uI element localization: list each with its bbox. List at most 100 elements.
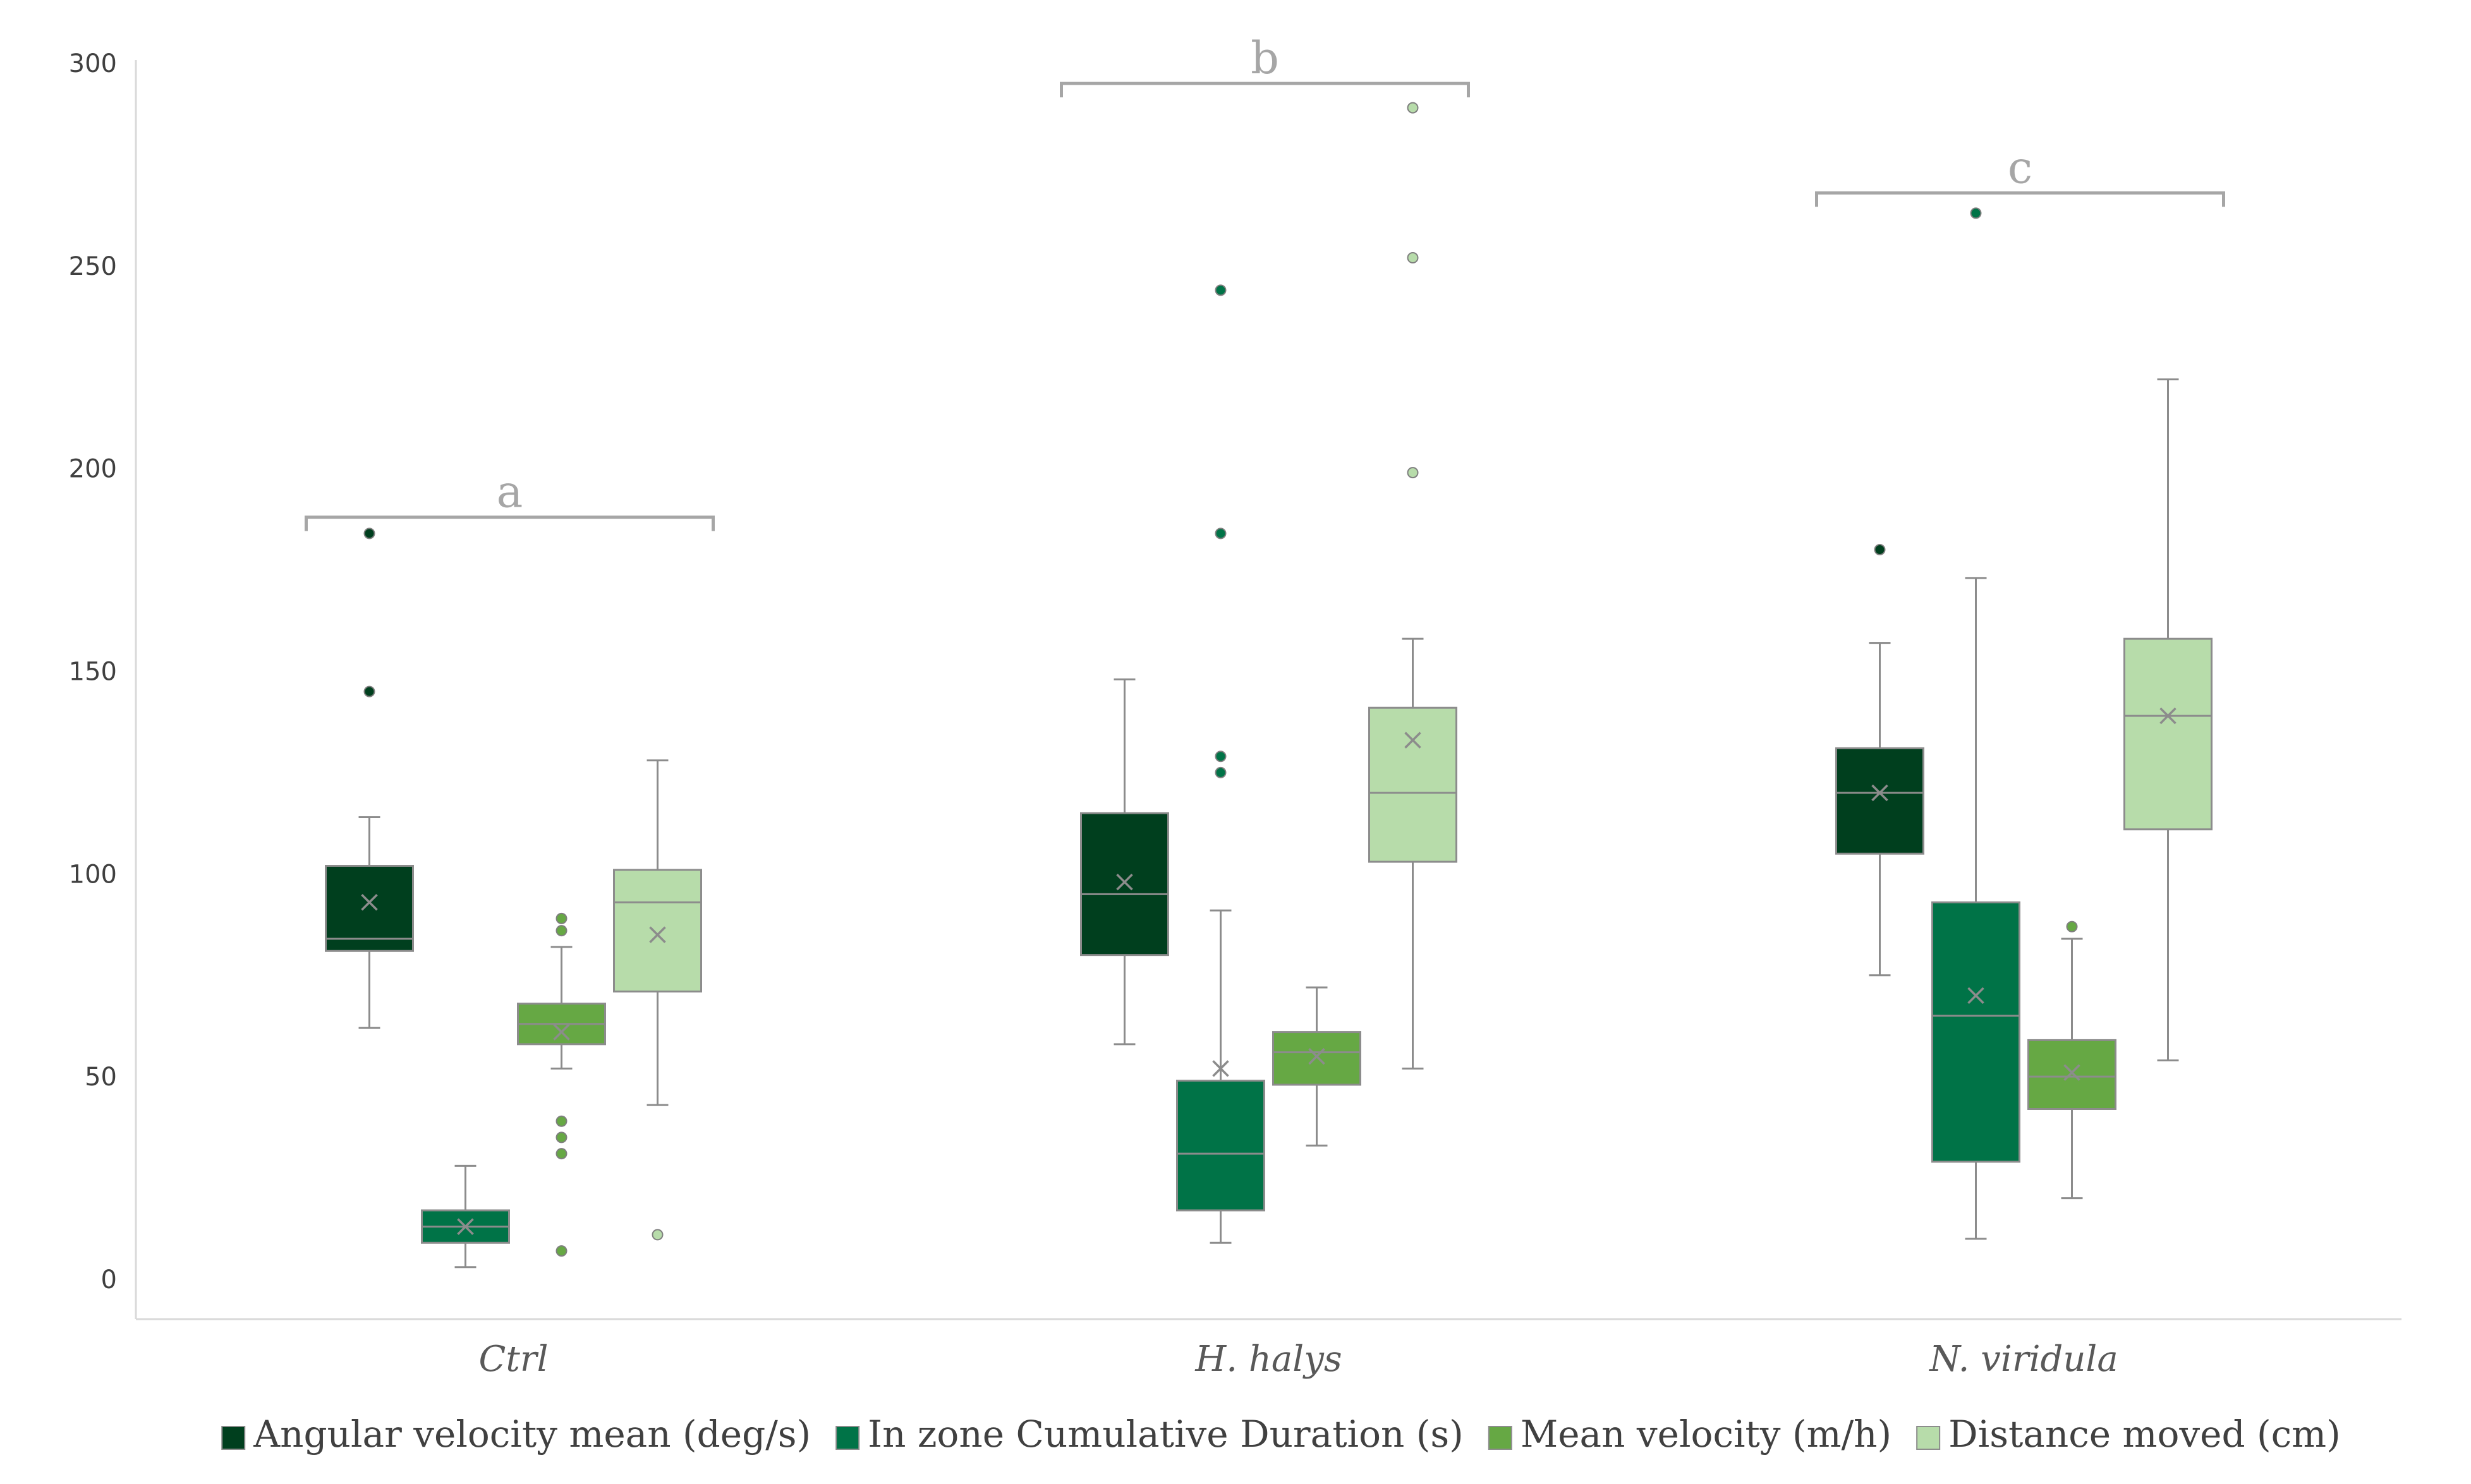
iqr-box xyxy=(613,869,702,992)
outlier-point xyxy=(1407,252,1419,263)
box-mean-velocity-m-h-n-viridula xyxy=(2027,920,2116,1200)
significance-brackets: a b c xyxy=(305,32,2225,531)
legend-label: Mean velocity (m/h) xyxy=(1521,1413,1891,1456)
y-tick-label: 100 xyxy=(69,860,117,889)
legend-item: Mean velocity (m/h) xyxy=(1488,1413,1891,1456)
iqr-box xyxy=(1080,812,1169,956)
outlier-point xyxy=(556,1148,568,1160)
bracket-line xyxy=(1815,191,2225,207)
mean-marker-stroke xyxy=(649,926,666,943)
outlier-point xyxy=(1874,544,1886,555)
outlier-point xyxy=(556,1131,568,1143)
box-distance-moved-cm-n-viridula xyxy=(2123,378,2213,1061)
y-tick-label: 300 xyxy=(69,49,117,78)
box-angular-velocity-mean-deg-s-ctrl xyxy=(325,528,414,1029)
series-mean-velocity-m-h xyxy=(517,912,2116,1257)
legend-label: Angular velocity mean (deg/s) xyxy=(253,1413,811,1456)
iqr-box xyxy=(1835,747,1924,855)
mean-marker xyxy=(2159,707,2177,725)
legend-swatch xyxy=(835,1426,860,1450)
outlier-point xyxy=(1215,751,1227,763)
significance-letter: a xyxy=(497,466,523,518)
outlier-point xyxy=(1970,207,1982,219)
outlier-point xyxy=(556,912,568,924)
mean-marker-stroke xyxy=(1308,1047,1325,1065)
mean-marker-stroke xyxy=(457,1218,474,1235)
outlier-point xyxy=(556,1245,568,1257)
box-mean-velocity-m-h-h-halys xyxy=(1272,986,1361,1147)
legend-swatch xyxy=(221,1426,246,1450)
x-axis: Ctrl H. halys N. viridula xyxy=(136,1318,2401,1380)
legend-item: In zone Cumulative Duration (s) xyxy=(835,1413,1464,1456)
mean-marker-stroke xyxy=(1404,732,1421,749)
box-in-zone-cumulative-duration-s-n-viridula xyxy=(1931,207,2020,1240)
series-in-zone-cumulative-duration-s xyxy=(421,207,2020,1269)
mean-marker xyxy=(361,894,378,911)
iqr-box xyxy=(2123,637,2213,831)
outlier-point xyxy=(556,925,568,937)
iqr-box xyxy=(2027,1039,2116,1110)
legend-swatch xyxy=(1916,1426,1941,1450)
mean-marker-stroke xyxy=(1116,873,1133,891)
mean-marker-stroke xyxy=(2063,1064,2080,1081)
outlier-point xyxy=(556,1115,568,1127)
outlier-point xyxy=(1215,528,1227,540)
legend-item: Distance moved (cm) xyxy=(1916,1413,2341,1456)
significance-letter: c xyxy=(2008,142,2032,193)
mean-marker xyxy=(1404,732,1421,749)
y-tick-label: 0 xyxy=(101,1265,117,1294)
mean-marker xyxy=(1308,1047,1325,1065)
mean-marker xyxy=(1967,987,1984,1004)
mean-marker xyxy=(1116,873,1133,891)
mean-marker xyxy=(1212,1060,1229,1077)
significance-bracket: b xyxy=(1060,32,1470,98)
y-tick-label: 250 xyxy=(69,252,117,281)
y-tick-label: 150 xyxy=(69,658,117,687)
significance-letter: b xyxy=(1251,32,1279,84)
plot-area xyxy=(325,102,2213,1269)
outlier-point xyxy=(1215,766,1227,778)
legend: Angular velocity mean (deg/s) In zone Cum… xyxy=(221,1413,2341,1456)
legend-label: In zone Cumulative Duration (s) xyxy=(868,1413,1464,1456)
iqr-box xyxy=(1176,1080,1265,1212)
series-distance-moved-cm xyxy=(613,102,2213,1241)
box-in-zone-cumulative-duration-s-h-halys xyxy=(1176,284,1265,1244)
box-mean-velocity-m-h-ctrl xyxy=(517,912,606,1257)
mean-marker-stroke xyxy=(361,894,378,911)
y-axis: 0 50 100 150 200 250 300 xyxy=(69,49,137,1319)
mean-marker-stroke xyxy=(1871,784,1888,802)
legend-swatch xyxy=(1488,1426,1512,1450)
box-distance-moved-cm-h-halys xyxy=(1368,102,1457,1070)
significance-bracket: c xyxy=(1815,142,2225,207)
significance-bracket: a xyxy=(305,466,715,531)
category-label: Ctrl xyxy=(478,1339,548,1380)
series-angular-velocity-mean-deg-s xyxy=(325,528,1924,1046)
mean-marker-stroke xyxy=(2159,707,2177,725)
bracket-line xyxy=(1060,81,1470,98)
legend-label: Distance moved (cm) xyxy=(1948,1413,2341,1456)
outlier-point xyxy=(1407,467,1419,479)
legend-item: Angular velocity mean (deg/s) xyxy=(221,1413,811,1456)
mean-marker xyxy=(649,926,666,943)
iqr-box xyxy=(325,865,414,952)
box-angular-velocity-mean-deg-s-n-viridula xyxy=(1835,544,1924,977)
outlier-point xyxy=(1215,284,1227,296)
outlier-point xyxy=(652,1229,664,1241)
mean-marker xyxy=(1871,784,1888,802)
category-label: H. halys xyxy=(1194,1339,1342,1380)
outlier-point xyxy=(363,685,375,697)
iqr-box xyxy=(1272,1031,1361,1086)
y-tick-label: 200 xyxy=(69,455,117,484)
box-distance-moved-cm-ctrl xyxy=(613,759,702,1241)
box-angular-velocity-mean-deg-s-h-halys xyxy=(1080,678,1169,1046)
category-label: N. viridula xyxy=(1928,1339,2118,1380)
mean-marker-stroke xyxy=(553,1023,570,1041)
mean-marker-stroke xyxy=(1967,987,1984,1004)
mean-marker xyxy=(2063,1064,2080,1081)
outlier-point xyxy=(2066,920,2078,932)
outlier-point xyxy=(363,528,375,540)
mean-marker xyxy=(457,1218,474,1235)
outlier-point xyxy=(1407,102,1419,114)
box-in-zone-cumulative-duration-s-ctrl xyxy=(421,1164,510,1269)
